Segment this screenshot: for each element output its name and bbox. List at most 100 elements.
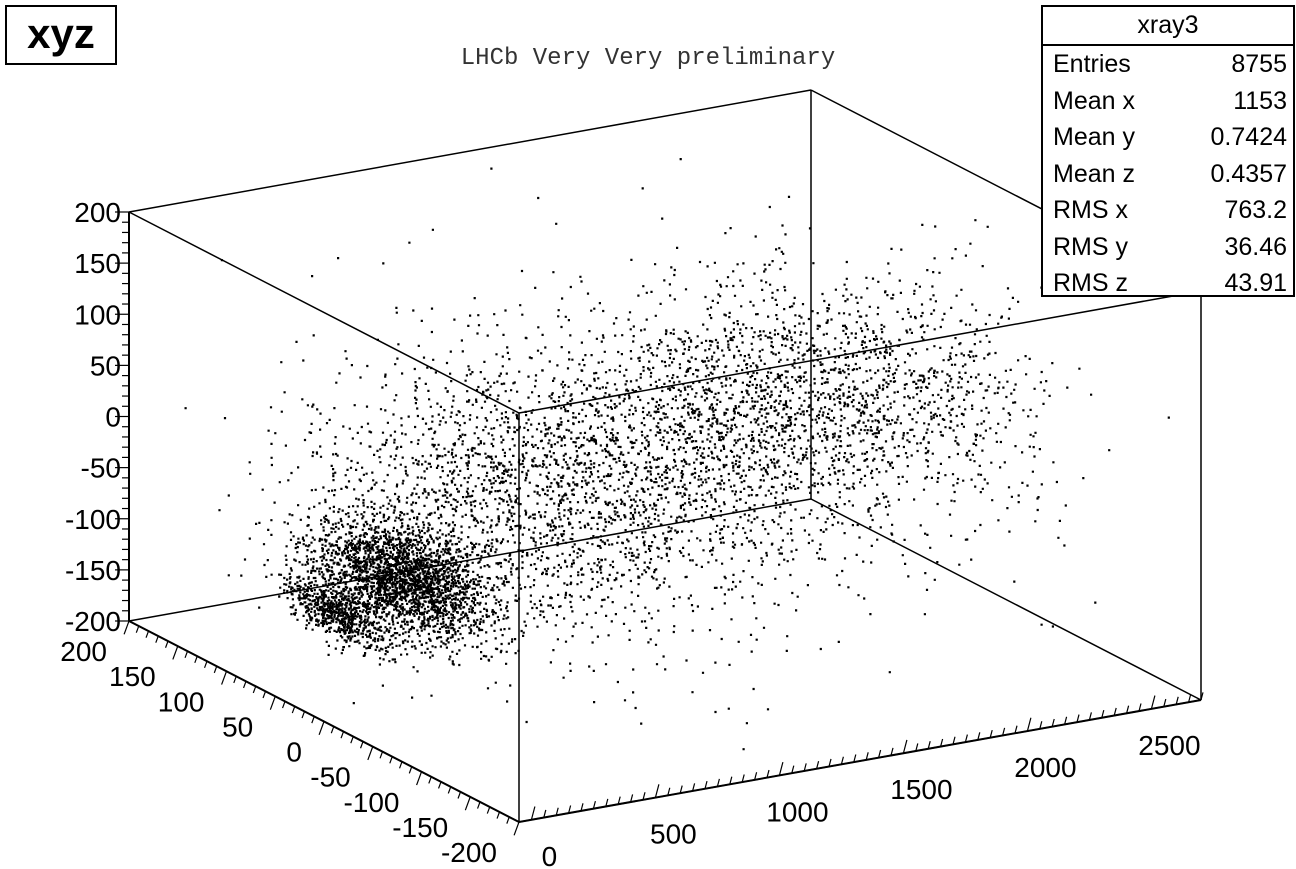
y-tick: [367, 746, 374, 761]
x-tick: [1002, 727, 1006, 736]
stats-value: 0.7424: [1210, 123, 1287, 151]
histogram-name: xyz: [27, 10, 95, 57]
y-tick-label: 200: [60, 636, 107, 667]
x-tick: [840, 756, 844, 765]
stats-row: Entries 8755: [1043, 46, 1293, 83]
x-tick: [1064, 716, 1068, 725]
y-tick: [318, 721, 325, 736]
y-tick: [389, 756, 393, 764]
y-tick: [398, 761, 403, 769]
z-tick-label: -150: [65, 555, 121, 586]
y-tick: [464, 796, 471, 811]
stats-title: xray3: [1043, 7, 1293, 46]
y-tick: [172, 645, 179, 660]
x-tick: [766, 769, 770, 778]
y-tick: [184, 650, 189, 659]
y-tick: [340, 731, 345, 739]
x-tick: [1014, 725, 1018, 734]
y-tick: [476, 801, 481, 809]
z-tick-label: 100: [74, 299, 121, 330]
z-axis: 200 150 100 50 0 -50 -100 -150 -200: [65, 197, 130, 637]
y-tick: [281, 701, 286, 709]
histogram-name-box: xyz: [5, 5, 117, 65]
z-tick-label: -50: [81, 453, 121, 484]
x-tick: [1150, 695, 1156, 710]
y-tick: [506, 816, 510, 824]
x-tick-label: 1000: [766, 796, 828, 827]
y-tick: [379, 751, 384, 759]
stats-label: RMS z: [1053, 269, 1128, 297]
x-tick-label: 2500: [1138, 730, 1200, 761]
z-tick-label: 0: [105, 402, 121, 433]
x-tick: [1088, 712, 1092, 721]
z-tick-label: -200: [65, 606, 121, 637]
y-tick: [428, 776, 432, 784]
stats-label: Entries: [1053, 50, 1131, 78]
x-tick: [642, 792, 646, 800]
stats-row: Mean z 0.4357: [1043, 156, 1293, 193]
y-tick: [457, 791, 462, 799]
stats-row: RMS x 763.2: [1043, 192, 1293, 229]
x-tick: [964, 734, 968, 743]
x-tick: [927, 741, 931, 749]
y-tick: [291, 706, 296, 714]
z-tick-label: -100: [65, 504, 121, 535]
y-tick: [301, 711, 306, 719]
y-tick: [486, 806, 491, 814]
stats-value: 1153: [1233, 86, 1287, 115]
x-tick: [1026, 717, 1032, 732]
x-tick: [679, 785, 683, 794]
x-tick: [1175, 696, 1179, 705]
x-tick: [568, 805, 572, 814]
x-tick: [890, 747, 894, 756]
x-tick: [1051, 718, 1055, 727]
x-tick-label: 500: [650, 819, 697, 850]
y-tick-label: 50: [222, 711, 253, 742]
z-tick-label: 200: [74, 197, 121, 228]
x-tick: [915, 743, 919, 752]
y-tick-label: -100: [343, 787, 399, 818]
x-tick: [1200, 692, 1204, 701]
x-tick: [803, 763, 807, 772]
stats-value: 763.2: [1224, 196, 1287, 224]
x-tick: [902, 739, 908, 754]
y-tick: [408, 766, 413, 774]
y-tick: [262, 691, 267, 699]
y-tick: [416, 771, 423, 786]
y-tick-label: -200: [441, 837, 497, 868]
x-tick: [667, 787, 671, 796]
x-tick: [704, 780, 708, 789]
y-tick: [496, 811, 501, 819]
x-tick: [1188, 694, 1192, 703]
point-cloud: [184, 158, 1170, 751]
stats-label: Mean z: [1053, 159, 1135, 188]
x-tick: [878, 749, 882, 758]
stats-box: xray3 Entries 8755 Mean x 1153 Mean y 0.7424 M…: [1041, 5, 1295, 297]
x-tick: [592, 800, 596, 809]
x-tick: [729, 776, 733, 785]
y-tick: [447, 786, 452, 794]
x-tick: [617, 796, 621, 805]
x-tick: [716, 778, 720, 787]
stats-value: 8755: [1231, 50, 1287, 78]
x-tick: [853, 754, 857, 763]
x-tick: [791, 765, 795, 774]
x-tick: [555, 807, 559, 816]
x-tick: [605, 798, 609, 807]
box-edge: [128, 211, 520, 414]
data-points: [184, 158, 1170, 751]
plot-title: LHCb Very Very preliminary: [461, 45, 835, 72]
x-tick: [741, 774, 745, 783]
x-tick: [1126, 705, 1130, 714]
x-tick: [530, 806, 536, 820]
stats-row: RMS z 43.91: [1043, 265, 1293, 302]
x-tick: [543, 809, 547, 818]
box-edge: [518, 290, 1202, 414]
y-tick: [269, 696, 276, 710]
y-tick: [164, 640, 169, 648]
x-tick: [580, 803, 584, 812]
stats-label: Mean y: [1053, 123, 1135, 151]
y-tick: [513, 821, 520, 836]
y-tick: [252, 686, 257, 694]
x-tick: [816, 761, 820, 769]
